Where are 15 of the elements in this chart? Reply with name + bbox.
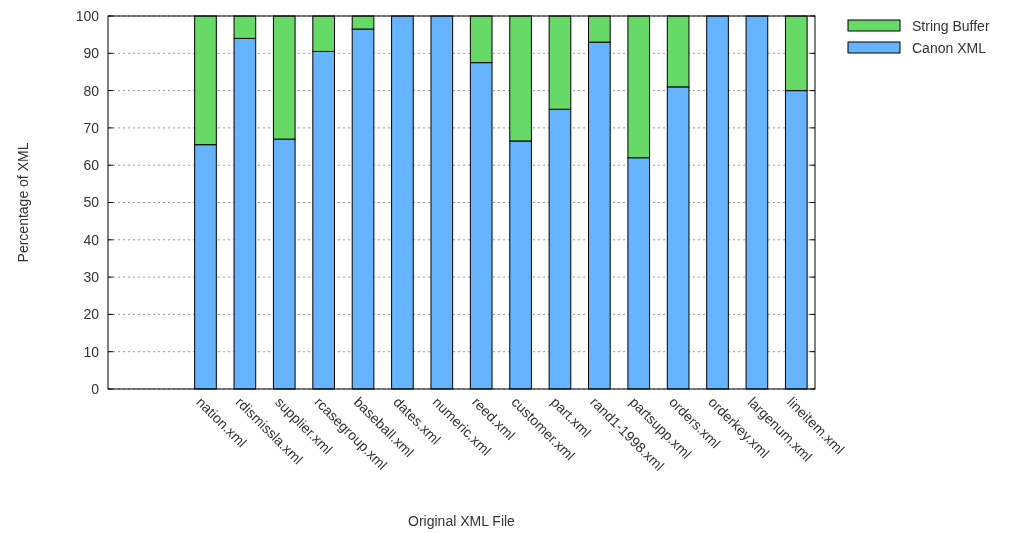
y-tick-label: 70 — [83, 119, 100, 136]
y-tick-label: 100 — [75, 7, 100, 24]
y-tick-label: 80 — [83, 82, 100, 99]
y-tick-label: 40 — [83, 231, 100, 248]
y-tick-label: 10 — [83, 343, 100, 360]
legend-label: Canon XML — [912, 39, 987, 56]
y-tick-label: 0 — [91, 380, 100, 397]
y-axis-title: Percentage of XML — [15, 142, 31, 263]
y-tick-label: 90 — [83, 45, 100, 62]
y-tick-label: 20 — [83, 306, 100, 323]
y-tick-label: 60 — [83, 157, 100, 174]
y-tick-label: 30 — [83, 269, 100, 285]
y-tick-label: 50 — [83, 194, 100, 211]
legend-label: String Buffer — [912, 17, 990, 34]
x-axis-title: Original XML File — [408, 513, 516, 529]
